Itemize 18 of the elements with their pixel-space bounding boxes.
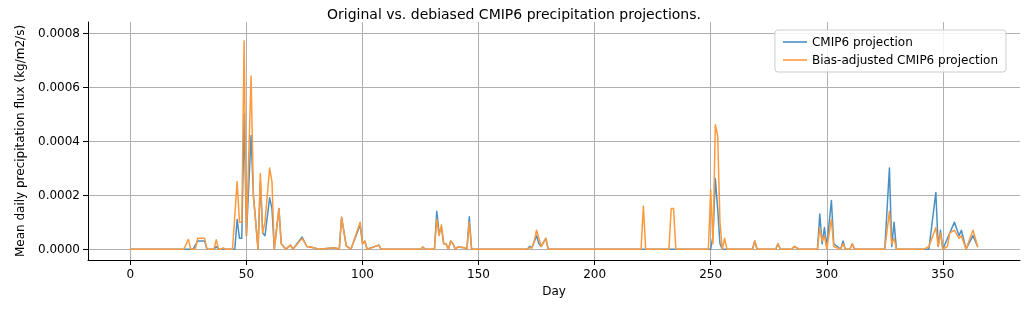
y-tick-label: 0.0004	[38, 134, 80, 148]
y-tick-label: 0.0008	[38, 25, 80, 40]
legend-label: CMIP6 projection	[811, 35, 913, 49]
y-tick-label: 0.0000	[38, 242, 80, 257]
x-axis-title: Day	[542, 283, 566, 298]
x-tick-label: 300	[815, 267, 839, 281]
y-axis-title: Mean daily precipitation flux (kg/m2/s)	[13, 24, 27, 258]
x-tick-label: 200	[583, 267, 607, 281]
x-tick-label: 50	[238, 267, 255, 281]
x-tick-label: 150	[467, 267, 491, 281]
chart-title: Original vs. debiased CMIP6 precipitation projections.	[327, 6, 701, 22]
y-tick-label: 0.0002	[38, 188, 80, 203]
x-tick-label: 0	[126, 267, 135, 281]
x-tick-label: 250	[699, 267, 723, 281]
legend-label: Bias-adjusted CMIP6 projection	[811, 53, 999, 67]
x-tick-label: 350	[931, 267, 955, 281]
y-tick-label: 0.0006	[38, 79, 80, 94]
x-tick-label: 100	[351, 267, 374, 281]
